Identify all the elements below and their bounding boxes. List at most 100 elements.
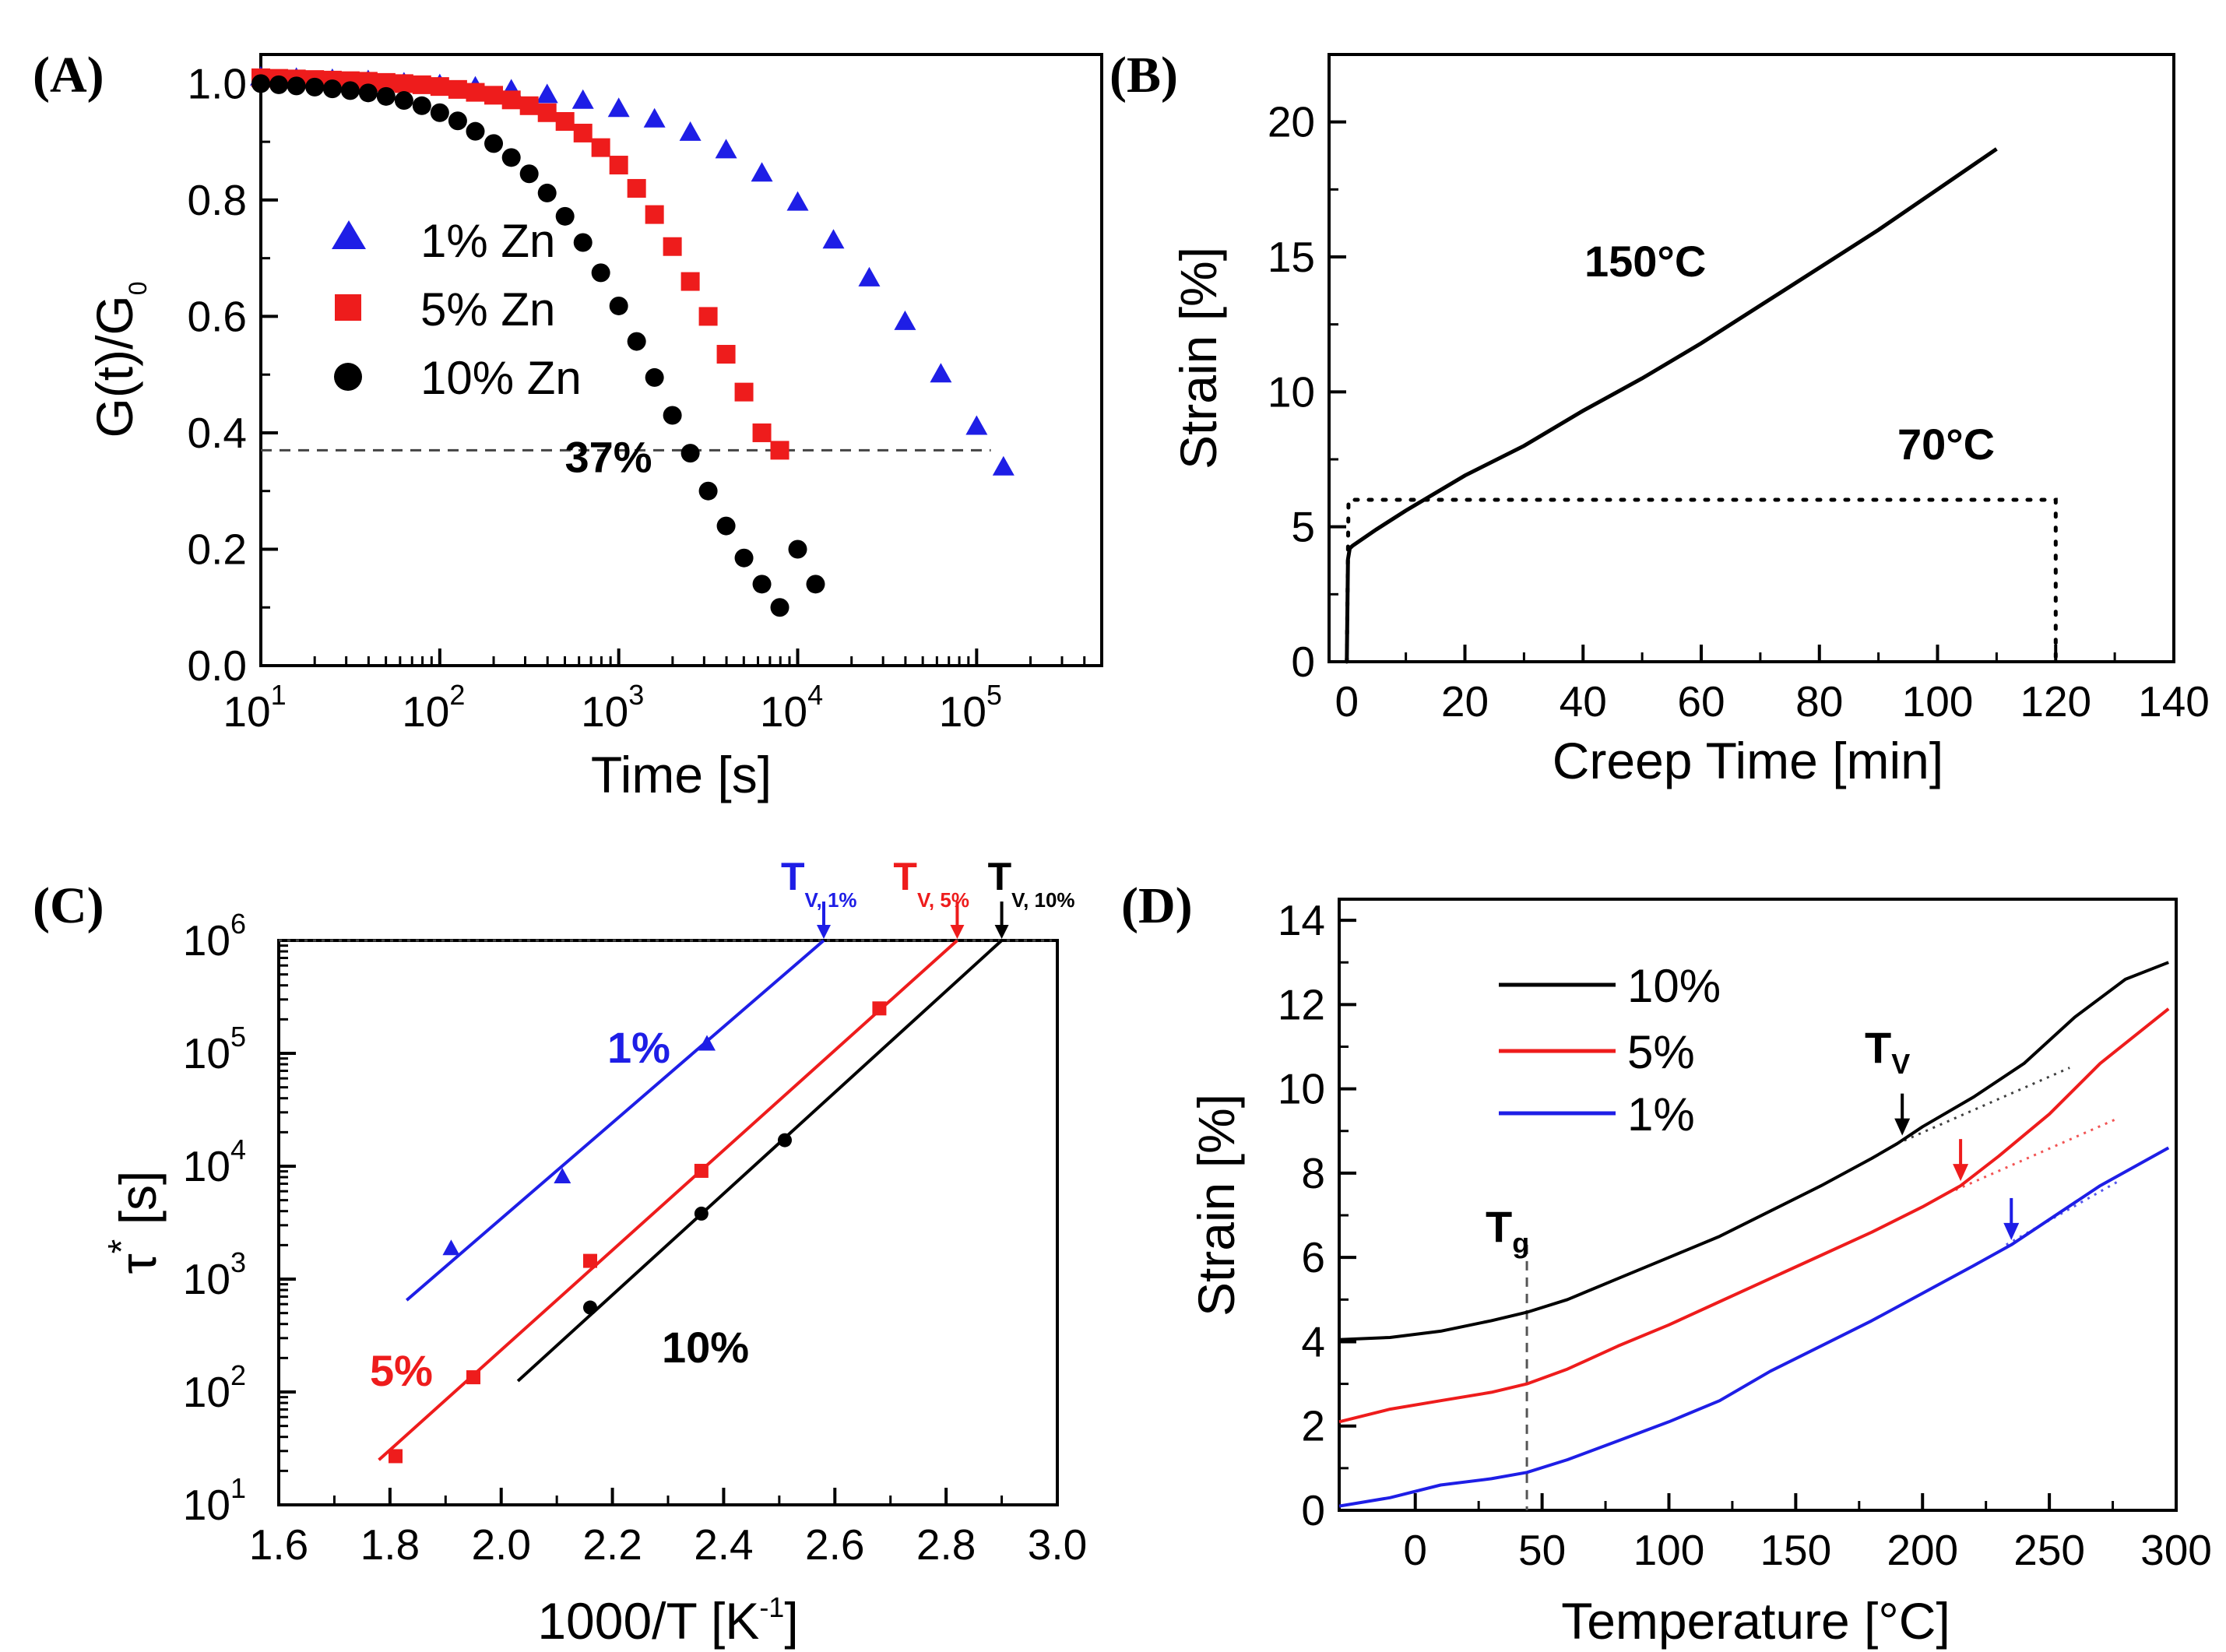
data-point-1pct-zn bbox=[607, 97, 630, 118]
x-tick-label: 2.0 bbox=[471, 1520, 530, 1569]
x-tick-label: 80 bbox=[1795, 677, 1843, 726]
x-tick-label: 104 bbox=[760, 679, 823, 736]
data-point-1pct-zn bbox=[965, 415, 988, 435]
tv-arrow-head bbox=[817, 925, 831, 939]
data-point-1pct-zn bbox=[930, 363, 952, 383]
data-point-10pct-zn bbox=[645, 367, 664, 387]
legend-label-10pct: 10% bbox=[1627, 960, 1721, 1012]
data-point-10pct-zn bbox=[466, 121, 485, 141]
y-tick-label: 0.6 bbox=[188, 292, 247, 340]
data-point-10pct-zn bbox=[788, 540, 807, 559]
data-point-10pct-zn bbox=[484, 134, 504, 153]
data-point-5pct-zn bbox=[519, 96, 539, 115]
legend-label-1pct-zn: 1% Zn bbox=[420, 215, 555, 267]
x-tick-label: 200 bbox=[1887, 1526, 1958, 1574]
data-point-10pct-zn bbox=[305, 77, 325, 97]
tv-arrow-head-1pct bbox=[2003, 1222, 2020, 1240]
y-tick-label: 14 bbox=[1278, 896, 1325, 944]
tv-arrow-head-5pct bbox=[1953, 1164, 1969, 1182]
data-point-1pct bbox=[698, 1035, 716, 1051]
data-point-5pct-zn bbox=[430, 77, 449, 97]
data-point-5pct-zn bbox=[663, 237, 682, 256]
fit-line-10pct bbox=[1897, 1067, 2070, 1145]
x-tick-label: 300 bbox=[2140, 1526, 2212, 1574]
panel-c-x-axis-label: 1000/T [K-1] bbox=[537, 1591, 798, 1650]
x-tick-label: 102 bbox=[402, 679, 465, 736]
data-point-5pct-zn bbox=[734, 382, 754, 402]
y-tick-label: 0.8 bbox=[188, 176, 247, 224]
panel-a-axes-frame bbox=[259, 53, 1103, 667]
data-point-10pct-zn bbox=[430, 103, 449, 122]
panel-c-data-marks bbox=[389, 1001, 887, 1464]
panel-d-ticks: 0 50 100 150 200 250 300 0 2 4 6 8 10 12 14 bbox=[1278, 896, 2212, 1574]
panel-c-y-axis-label: τ* [s] bbox=[101, 1171, 167, 1274]
y-tick-label: 8 bbox=[1301, 1149, 1325, 1197]
data-point-10pct-zn bbox=[698, 481, 718, 501]
data-point-1pct-zn bbox=[643, 107, 666, 128]
data-point-10pct-zn bbox=[448, 111, 467, 131]
data-point-5pct-zn bbox=[501, 90, 521, 110]
x-tick-label: 40 bbox=[1560, 677, 1607, 726]
data-point-10pct-zn bbox=[734, 548, 754, 568]
y-tick-label: 105 bbox=[183, 1021, 246, 1077]
y-tick-label: 10 bbox=[1268, 367, 1315, 416]
data-point-1pct-zn bbox=[751, 162, 773, 182]
y-tick-label: 15 bbox=[1268, 233, 1315, 281]
panel-d: (D) 0 50 100 150 200 250 300 0 2 4 6 8 10 12 14 10% 5%… bbox=[1121, 877, 2212, 1650]
legend-label-10pct-zn: 10% Zn bbox=[420, 352, 582, 404]
fit-line-1pct bbox=[2006, 1180, 2119, 1246]
panel-b-150c-label: 150°C bbox=[1584, 237, 1706, 286]
x-tick-label: 2.6 bbox=[805, 1520, 864, 1569]
data-point-10pct-zn bbox=[519, 164, 539, 184]
x-tick-label: 150 bbox=[1760, 1526, 1831, 1574]
panel-a-label: (A) bbox=[33, 47, 104, 104]
y-tick-label: 10 bbox=[1278, 1065, 1325, 1113]
y-tick-label: 102 bbox=[183, 1359, 246, 1416]
data-point-1pct-zn bbox=[992, 455, 1015, 476]
tv-arrow-head-10pct bbox=[1894, 1118, 1911, 1136]
data-point-5pct-zn bbox=[591, 138, 610, 157]
legend-square-marker bbox=[335, 294, 361, 321]
data-point-1pct-zn bbox=[858, 266, 881, 286]
panel-d-tv-label: TV bbox=[1865, 1023, 1910, 1080]
data-point-5pct-zn bbox=[466, 83, 485, 102]
data-point-5pct-zn bbox=[448, 79, 467, 99]
panel-b-axes-frame bbox=[1328, 53, 2175, 663]
data-point-10pct-zn bbox=[394, 91, 413, 111]
data-point-1pct-zn bbox=[894, 310, 916, 330]
panel-a-y-axis-label: G(t)/G0 bbox=[86, 281, 152, 438]
panel-d-axes-frame bbox=[1338, 898, 2178, 1512]
y-tick-label: 0 bbox=[1291, 638, 1315, 686]
tv-label-5pct: TV, 5% bbox=[893, 855, 969, 912]
data-point-5pct-zn bbox=[698, 307, 718, 326]
fit-line-5pct bbox=[378, 939, 958, 1461]
panel-d-fit-lines bbox=[1897, 1067, 2119, 1246]
legend-triangle-marker bbox=[332, 220, 366, 249]
data-point-10pct bbox=[778, 1133, 792, 1148]
panel-c-label: (C) bbox=[33, 877, 104, 934]
y-tick-label: 101 bbox=[183, 1472, 246, 1529]
x-tick-label: 2.8 bbox=[916, 1520, 976, 1569]
data-point-5pct-zn bbox=[770, 441, 789, 460]
y-tick-label: 103 bbox=[183, 1246, 246, 1303]
data-point-1pct-zn bbox=[536, 83, 558, 104]
panel-c-10pct-label: 10% bbox=[662, 1323, 749, 1372]
y-tick-label: 0.0 bbox=[188, 641, 247, 690]
data-point-10pct bbox=[694, 1206, 709, 1221]
data-point-10pct-zn bbox=[591, 263, 610, 283]
data-point-5pct-zn bbox=[680, 272, 700, 291]
strain-curve-10pct bbox=[1338, 961, 2169, 1341]
data-point-10pct-zn bbox=[251, 74, 270, 93]
data-point-10pct-zn bbox=[340, 81, 360, 100]
panel-b-label: (B) bbox=[1109, 47, 1178, 104]
panel-b-x-axis-label: Creep Time [min] bbox=[1553, 732, 1943, 789]
x-tick-label: 50 bbox=[1518, 1526, 1566, 1574]
panel-a-data-marks bbox=[250, 65, 1015, 617]
data-point-1pct-zn bbox=[679, 121, 702, 141]
data-point-10pct-zn bbox=[376, 86, 396, 106]
data-point-10pct-zn bbox=[501, 148, 521, 167]
legend-label-1pct: 1% bbox=[1627, 1088, 1695, 1141]
